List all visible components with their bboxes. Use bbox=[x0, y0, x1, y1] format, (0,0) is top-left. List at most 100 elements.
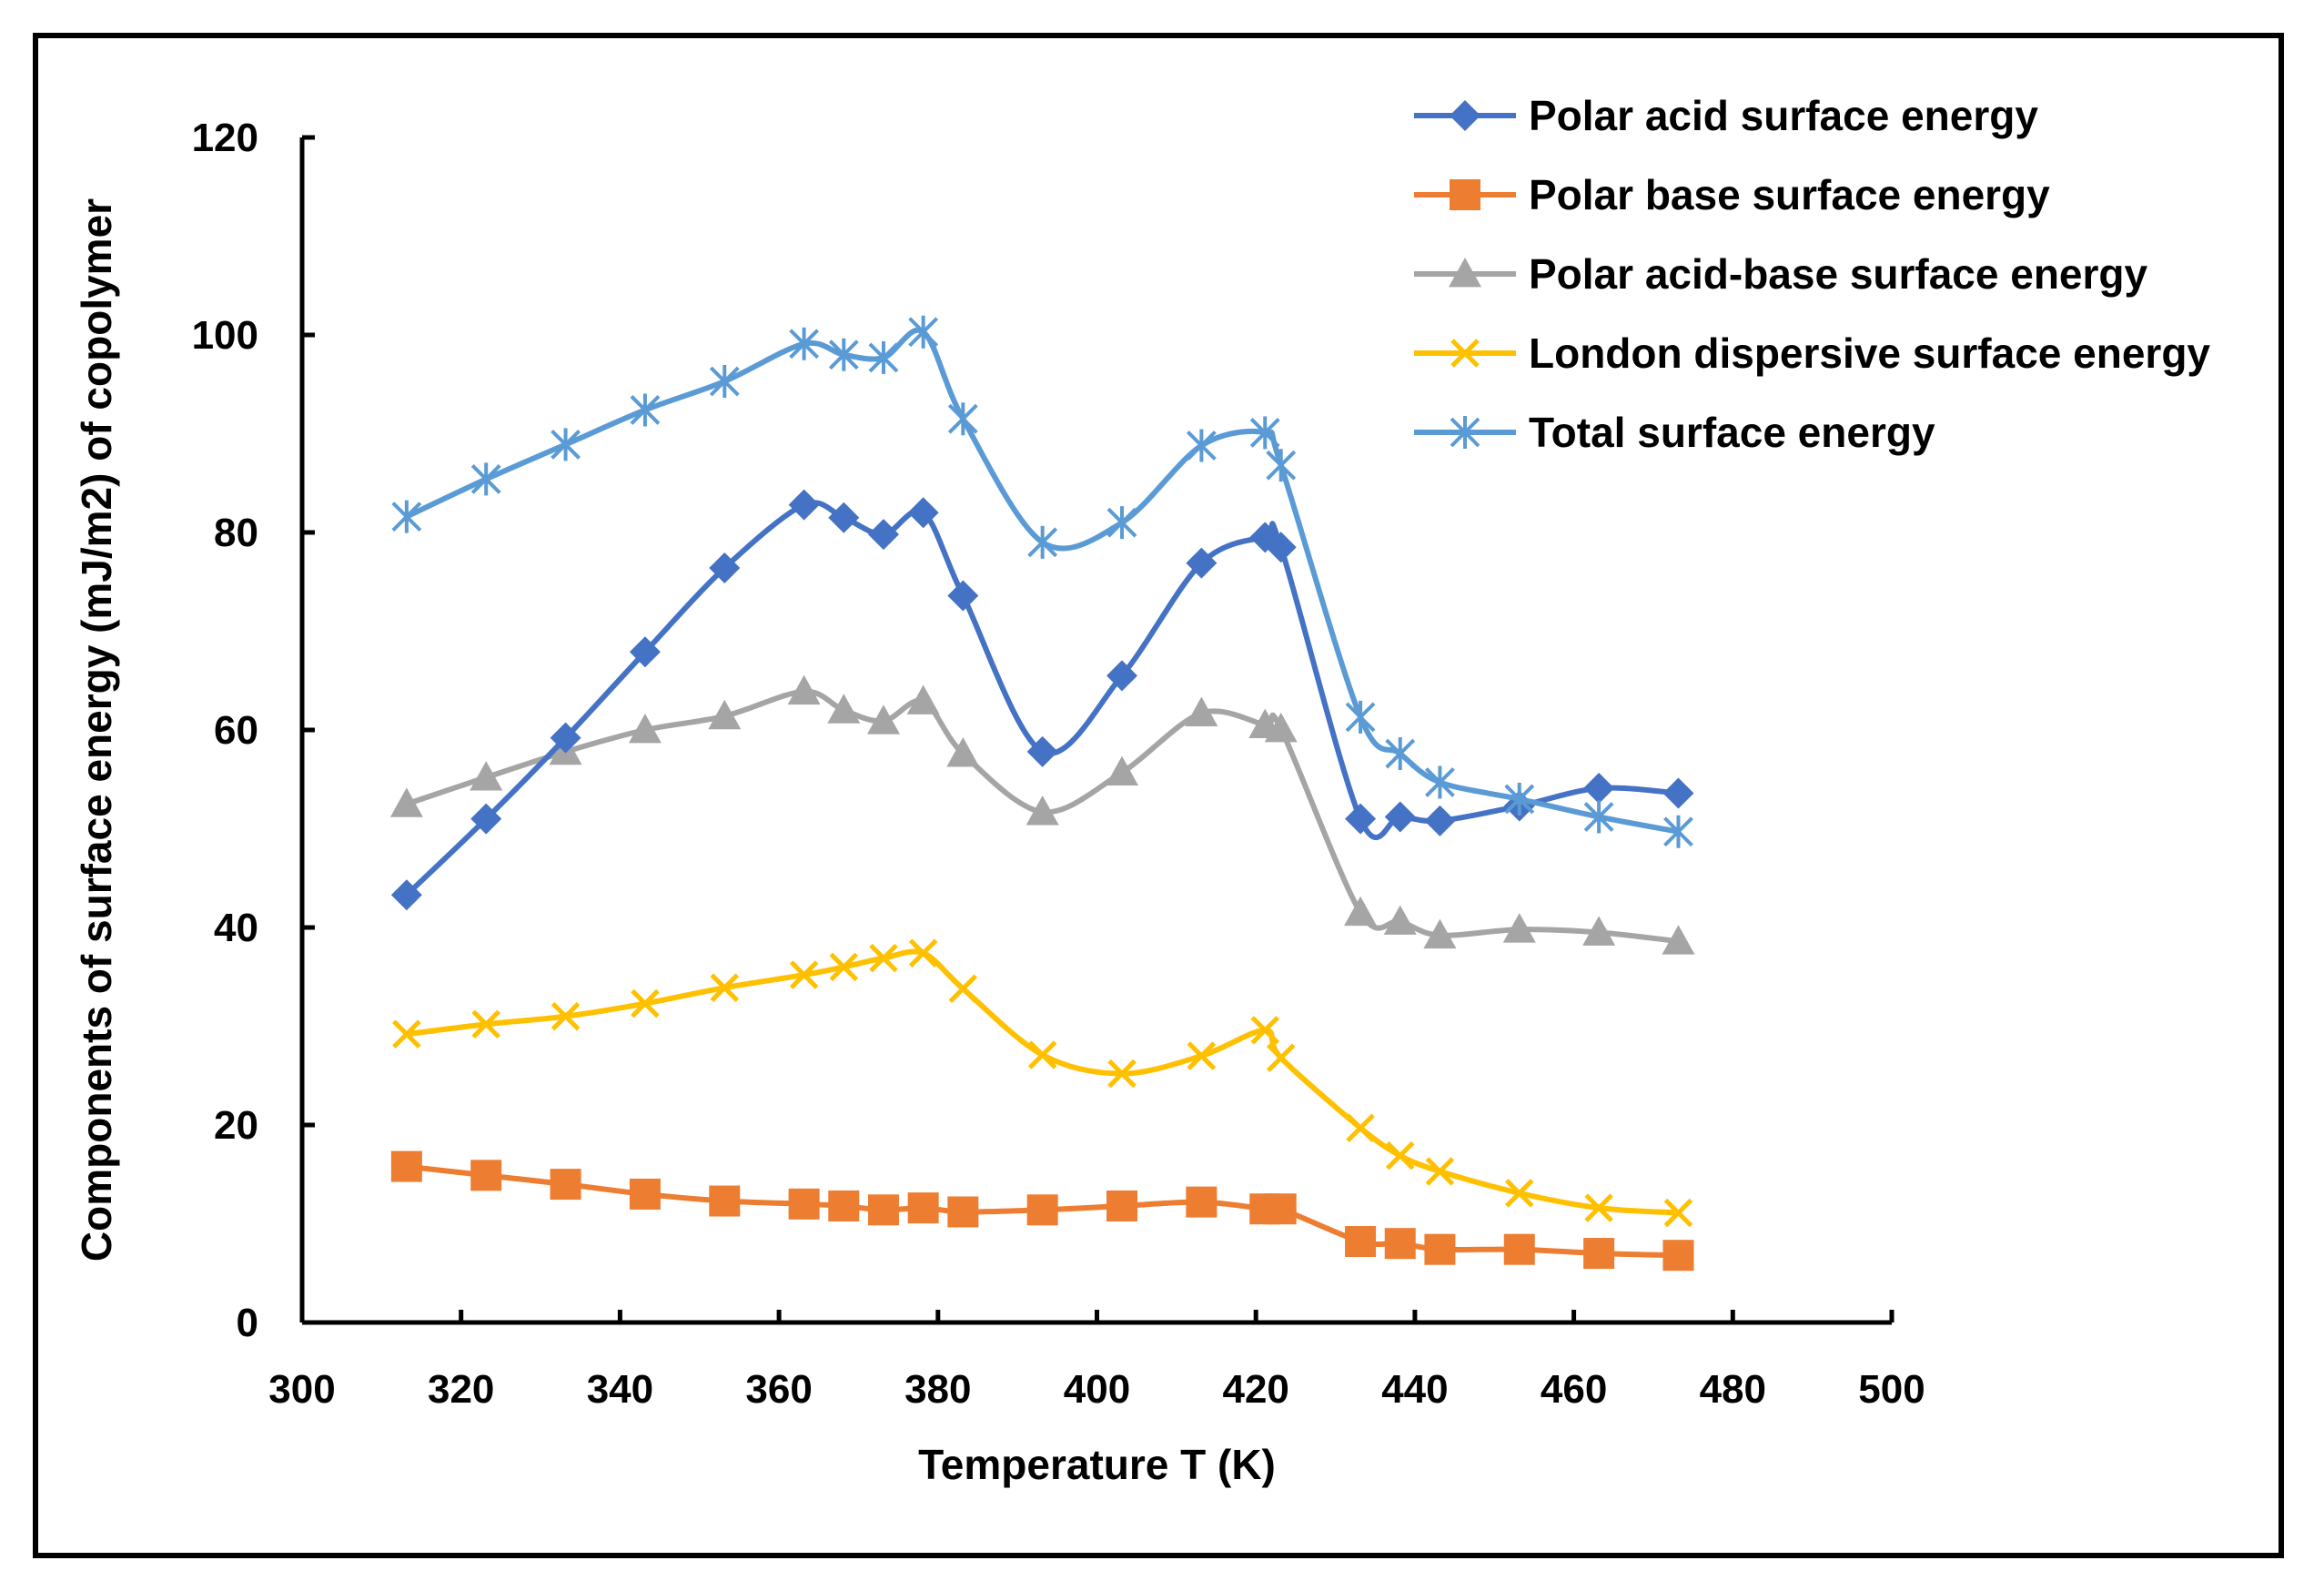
data-point bbox=[1584, 1193, 1613, 1222]
series-line bbox=[403, 500, 1682, 898]
data-point bbox=[948, 974, 978, 1004]
data-point bbox=[628, 714, 662, 744]
data-point bbox=[471, 1009, 500, 1039]
legend-marker bbox=[1450, 339, 1480, 368]
legend-marker bbox=[1449, 258, 1481, 288]
data-point bbox=[709, 364, 740, 398]
data-point bbox=[631, 988, 660, 1018]
series-line bbox=[403, 948, 1682, 1216]
x-axis-title: Temperature T (K) bbox=[918, 1441, 1276, 1488]
data-point bbox=[1345, 1226, 1377, 1258]
legend-entry: Polar acid surface energy bbox=[1414, 92, 2038, 139]
data-point bbox=[390, 1150, 422, 1182]
data-point bbox=[710, 973, 740, 1002]
data-point bbox=[1344, 896, 1378, 927]
data-point bbox=[906, 684, 940, 714]
x-tick-label: 420 bbox=[1222, 1367, 1288, 1412]
legend-entry: Polar base surface energy bbox=[1414, 171, 2050, 218]
data-point bbox=[789, 960, 819, 989]
data-point bbox=[1385, 1140, 1415, 1170]
data-point bbox=[470, 462, 501, 496]
series-3 bbox=[389, 674, 1695, 955]
data-point bbox=[1027, 1040, 1057, 1069]
y-tick-label: 20 bbox=[214, 1103, 258, 1148]
x-tick-label: 340 bbox=[587, 1367, 653, 1412]
data-point bbox=[1662, 1240, 1694, 1272]
x-tick-label: 360 bbox=[745, 1367, 812, 1412]
data-point bbox=[709, 552, 741, 584]
data-point bbox=[789, 327, 820, 360]
data-point bbox=[1424, 1233, 1456, 1265]
series-layer bbox=[389, 315, 1695, 1272]
y-tick-label: 60 bbox=[214, 708, 258, 753]
data-point bbox=[947, 580, 979, 612]
data-point bbox=[1504, 782, 1535, 816]
data-point bbox=[1106, 755, 1139, 786]
data-point bbox=[1265, 532, 1297, 563]
legend-entry: Total surface energy bbox=[1414, 409, 1935, 456]
data-point bbox=[1027, 525, 1058, 559]
data-point bbox=[708, 699, 742, 730]
data-point bbox=[1265, 1193, 1297, 1225]
y-tick-label: 0 bbox=[237, 1301, 258, 1345]
legend-label: London dispersive surface energy bbox=[1529, 329, 2210, 377]
data-point bbox=[470, 761, 503, 791]
x-tick-label: 480 bbox=[1700, 1367, 1766, 1412]
data-point bbox=[908, 938, 938, 968]
data-point bbox=[946, 737, 980, 767]
series-4 bbox=[392, 938, 1693, 1228]
legend-marker bbox=[1450, 100, 1480, 131]
x-tick-label: 300 bbox=[268, 1367, 335, 1412]
data-point bbox=[1384, 801, 1416, 833]
data-point bbox=[1423, 918, 1457, 949]
y-tick-label: 40 bbox=[214, 906, 258, 950]
data-point bbox=[1345, 700, 1376, 734]
data-point bbox=[1384, 1228, 1416, 1260]
series-2 bbox=[390, 1150, 1694, 1272]
data-point bbox=[1186, 547, 1218, 579]
legend-marker bbox=[1450, 179, 1480, 210]
data-point bbox=[1663, 1198, 1693, 1228]
data-point bbox=[1266, 449, 1297, 482]
y-tick-label: 100 bbox=[192, 313, 258, 358]
data-point bbox=[1385, 737, 1416, 771]
series-line bbox=[403, 327, 1682, 835]
data-point bbox=[1250, 1016, 1280, 1045]
data-point bbox=[1346, 1113, 1375, 1143]
data-point bbox=[391, 500, 422, 533]
data-point bbox=[629, 1178, 661, 1210]
legend: Polar acid surface energy Polar base surf… bbox=[1414, 92, 2210, 456]
data-point bbox=[1107, 1059, 1137, 1089]
series-line bbox=[403, 688, 1682, 945]
data-point bbox=[1662, 925, 1695, 955]
x-tick-label: 460 bbox=[1541, 1367, 1607, 1412]
data-point bbox=[1187, 1041, 1217, 1070]
data-point bbox=[389, 787, 423, 817]
data-point bbox=[1106, 1190, 1138, 1221]
chart-frame: 0 20 40 60 80 100 120 300 320 340 360 380 400 420 440 4… bbox=[33, 33, 2284, 1558]
data-point bbox=[1425, 765, 1455, 799]
data-point bbox=[1106, 506, 1137, 540]
data-point bbox=[1662, 777, 1694, 809]
data-point bbox=[551, 428, 581, 461]
data-point bbox=[828, 1190, 860, 1221]
data-point bbox=[868, 340, 899, 374]
data-point bbox=[1383, 905, 1417, 935]
data-point bbox=[788, 1188, 820, 1220]
data-point bbox=[1583, 1238, 1615, 1270]
data-point bbox=[709, 1185, 741, 1217]
data-point bbox=[1186, 1186, 1218, 1218]
data-point bbox=[787, 674, 821, 705]
data-point bbox=[1502, 913, 1536, 943]
series-5 bbox=[391, 315, 1693, 848]
x-tick-label: 320 bbox=[428, 1367, 494, 1412]
chart-canvas: 0 20 40 60 80 100 120 300 320 340 360 380 400 420 440 4… bbox=[73, 92, 2210, 1488]
data-point bbox=[630, 393, 661, 427]
legend-label: Total surface energy bbox=[1529, 409, 1935, 456]
data-point bbox=[1185, 696, 1218, 726]
data-point bbox=[470, 1160, 502, 1191]
data-point bbox=[1186, 429, 1217, 462]
data-point bbox=[908, 315, 939, 349]
y-axis-title: Components of surface energy (mJ/m2) of … bbox=[73, 198, 120, 1262]
data-point bbox=[867, 519, 899, 551]
